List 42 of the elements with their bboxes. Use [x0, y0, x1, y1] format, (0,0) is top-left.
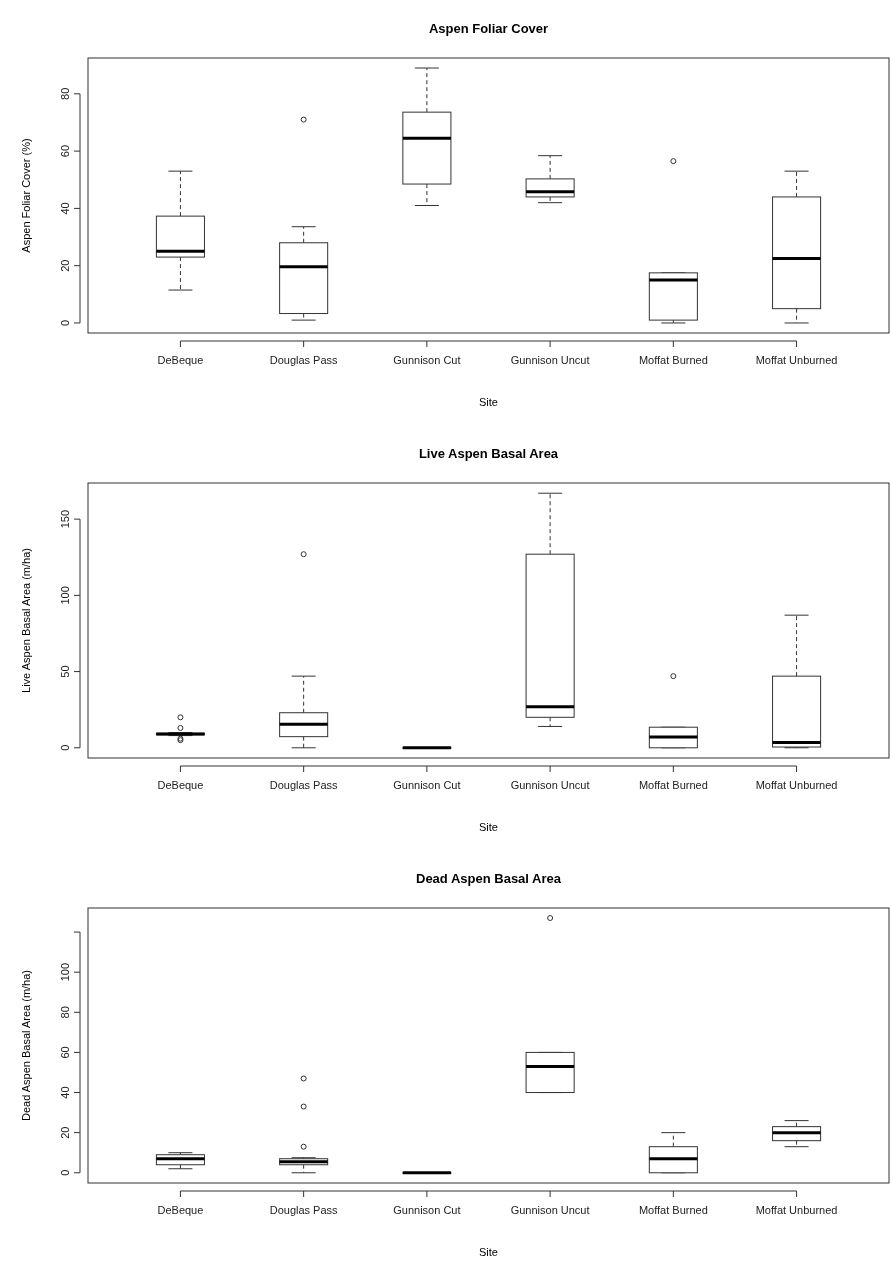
x-tick-label: Gunnison Uncut	[510, 1204, 590, 1216]
x-axis-title: Site	[479, 1246, 498, 1258]
x-tick-label: Gunnison Uncut	[510, 779, 590, 791]
x-tick-label: DeBeque	[157, 1204, 204, 1216]
x-tick-label: Moffat Burned	[638, 779, 708, 791]
y-tick-label: 0	[59, 744, 71, 751]
y-tick-label: 0	[59, 319, 71, 327]
chart-title: Aspen Foliar Cover	[428, 21, 549, 36]
x-tick-label: DeBeque	[157, 779, 204, 791]
x-tick-label: Douglas Pass	[269, 354, 339, 366]
x-tick-label: Moffat Burned	[638, 1204, 708, 1216]
y-axis-title: Aspen Foliar Cover (%)	[20, 138, 32, 253]
y-axis-title: Dead Aspen Basal Area (m/ha)	[20, 969, 32, 1122]
y-tick-label: 100	[59, 963, 71, 982]
x-tick-label: Gunnison Cut	[393, 1204, 461, 1216]
y-tick-label: 50	[59, 665, 71, 678]
x-tick-label: Douglas Pass	[269, 1204, 339, 1216]
x-axis-title: Site	[479, 821, 498, 833]
x-tick-label: Gunnison Cut	[393, 779, 461, 791]
y-tick-label: 100	[59, 586, 71, 605]
x-tick-label: Douglas Pass	[269, 779, 339, 791]
y-tick-label: 60	[59, 144, 71, 158]
x-tick-label: DeBeque	[157, 354, 204, 366]
y-tick-label: 60	[59, 1046, 71, 1059]
y-tick-label: 80	[59, 1006, 71, 1019]
y-tick-label: 40	[59, 202, 71, 215]
chart-title: Dead Aspen Basal Area	[416, 871, 562, 886]
y-tick-label: 150	[59, 509, 71, 529]
x-tick-label: Moffat Unburned	[755, 779, 838, 791]
x-tick-label: Gunnison Cut	[393, 354, 461, 366]
y-axis-title: Live Aspen Basal Area (m/ha)	[20, 548, 32, 693]
x-tick-label: Moffat Unburned	[755, 1204, 838, 1216]
x-tick-label: Moffat Burned	[638, 354, 708, 366]
x-tick-label: Gunnison Uncut	[510, 354, 590, 366]
x-tick-label: Moffat Unburned	[755, 354, 838, 366]
x-axis-title: Site	[479, 396, 498, 408]
y-tick-label: 0	[59, 1169, 71, 1176]
y-tick-label: 80	[59, 87, 71, 100]
y-tick-label: 20	[59, 259, 71, 272]
y-tick-label: 40	[59, 1086, 71, 1099]
chart-title: Live Aspen Basal Area	[418, 446, 559, 461]
y-tick-label: 20	[59, 1126, 71, 1139]
